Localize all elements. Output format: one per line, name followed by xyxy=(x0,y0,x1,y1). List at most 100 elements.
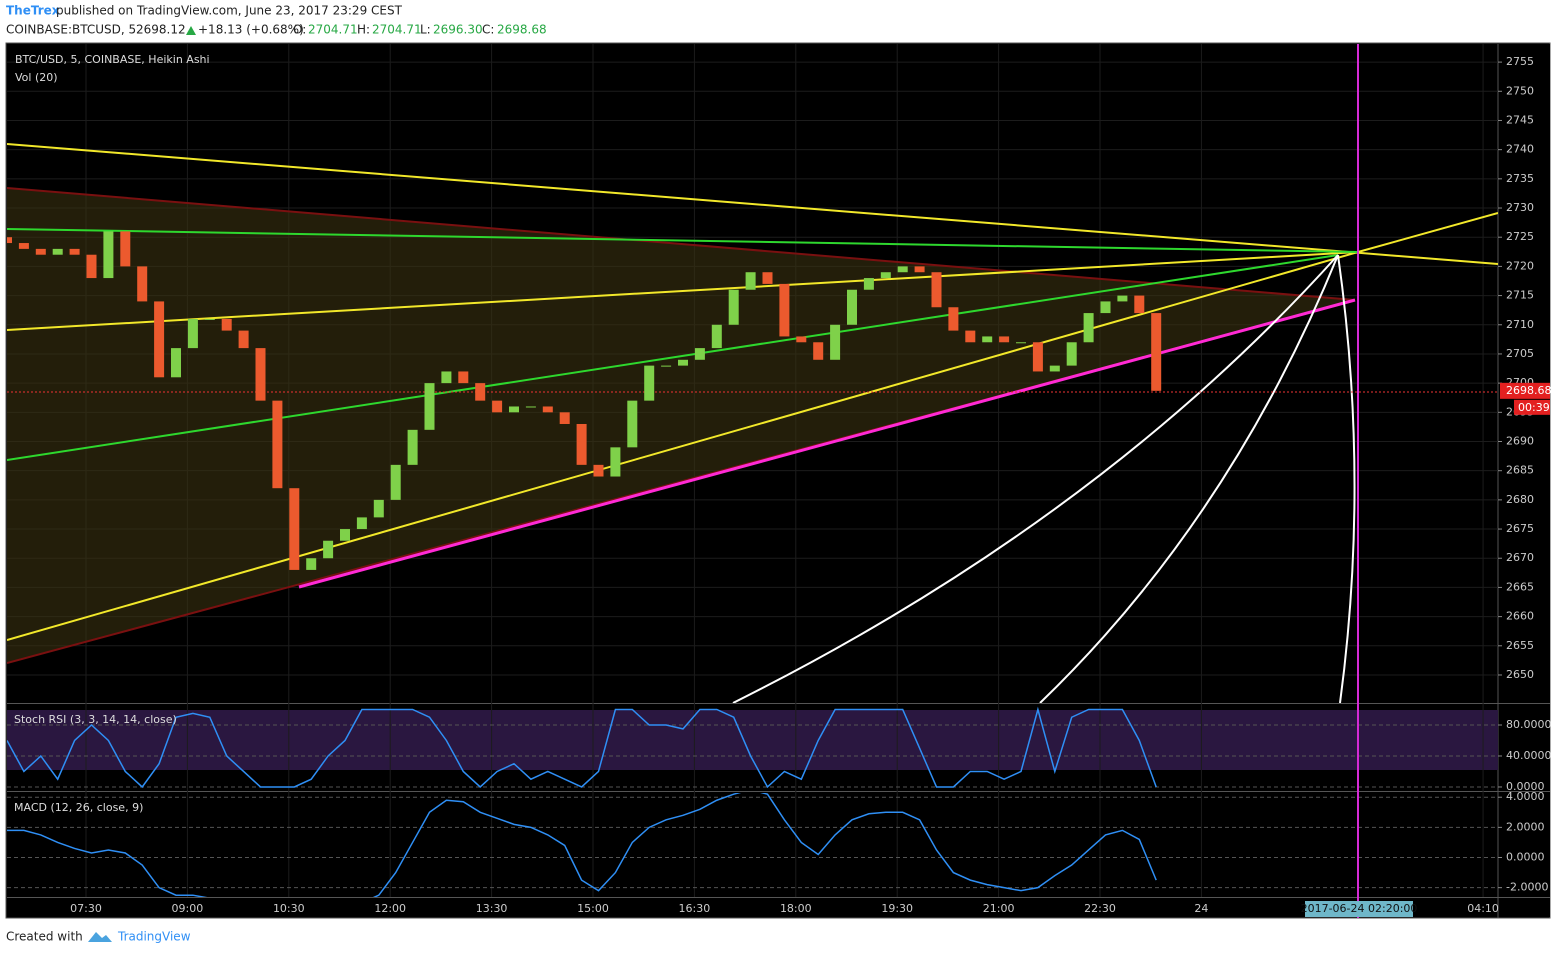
y-tick-label: 2725 xyxy=(1506,230,1534,243)
y-tick-label: 2750 xyxy=(1506,84,1534,97)
fib-arc xyxy=(1337,254,1356,703)
candle xyxy=(694,348,705,360)
candle xyxy=(137,266,148,302)
y-tick-label: 2715 xyxy=(1506,289,1534,302)
l-label: L: xyxy=(420,23,431,37)
indicator-line xyxy=(7,706,1157,789)
y-tick-label: 2705 xyxy=(1506,347,1534,360)
legend-macd: MACD (12, 26, close, 9) xyxy=(14,801,143,814)
change: +18.13 (+0.68%) xyxy=(198,23,304,37)
x-tick-label: 10:30 xyxy=(273,902,305,915)
candle xyxy=(1016,342,1026,344)
drawings xyxy=(7,143,1498,703)
candle xyxy=(627,400,638,448)
price-label: 2698.68 xyxy=(1506,384,1552,397)
y-tick-label: 40.0000 xyxy=(1506,749,1552,762)
y-tick-label: 2720 xyxy=(1506,259,1534,272)
candle xyxy=(441,371,452,384)
brand[interactable]: TradingView xyxy=(117,930,191,944)
y-tick-label: 2755 xyxy=(1506,55,1534,68)
candle xyxy=(745,272,756,290)
candle xyxy=(610,447,621,477)
y-tick-label: 4.0000 xyxy=(1506,790,1545,803)
candle xyxy=(661,365,672,367)
l: 2696.30 xyxy=(433,23,483,37)
indicator-line xyxy=(7,793,1157,897)
trendline xyxy=(7,143,1498,265)
trendline xyxy=(7,251,1359,641)
candle xyxy=(796,336,807,343)
candle xyxy=(1151,313,1162,391)
y-tick-label: 2655 xyxy=(1506,639,1534,652)
candle xyxy=(965,330,976,343)
y-tick-label: 2745 xyxy=(1506,113,1534,126)
candle xyxy=(914,266,925,273)
y-tick-label: 2730 xyxy=(1506,201,1534,214)
candle xyxy=(289,488,300,570)
x-tick-label: 09:00 xyxy=(172,902,204,915)
candle xyxy=(644,365,655,401)
candle xyxy=(306,558,317,570)
y-tick-label: 2735 xyxy=(1506,172,1534,185)
candle xyxy=(880,272,891,279)
candle xyxy=(238,330,249,349)
trendline xyxy=(7,228,1359,253)
y-tick-label: 2690 xyxy=(1506,435,1534,448)
candle xyxy=(559,412,570,424)
x-tick-label: 12:00 xyxy=(374,902,406,915)
candle xyxy=(1066,342,1077,366)
candle xyxy=(1032,342,1043,372)
price-box xyxy=(1500,382,1550,399)
candle xyxy=(728,289,739,325)
candle xyxy=(373,499,384,518)
candle xyxy=(576,423,587,465)
candle xyxy=(509,406,519,413)
candle xyxy=(103,231,114,279)
candle xyxy=(982,336,993,343)
candle xyxy=(1100,301,1111,314)
candle xyxy=(678,359,688,366)
y-tick-label: 2685 xyxy=(1506,464,1534,477)
candle xyxy=(356,517,367,530)
candle xyxy=(1083,313,1094,343)
y-tick-label: 2675 xyxy=(1506,522,1534,535)
candle xyxy=(711,324,722,349)
candle xyxy=(1134,295,1145,314)
series xyxy=(7,706,1157,789)
c-label: C: xyxy=(482,23,494,37)
series xyxy=(7,231,1162,570)
trendline xyxy=(7,254,1339,461)
candle xyxy=(931,272,942,308)
candle xyxy=(154,301,165,378)
x-tick-label: 21:00 xyxy=(983,902,1015,915)
candle xyxy=(897,266,908,273)
candle xyxy=(323,540,334,559)
candle xyxy=(272,400,283,489)
candle xyxy=(187,318,198,349)
x-tick-label: 19:30 xyxy=(881,902,913,915)
candle xyxy=(847,289,857,325)
h-label: H: xyxy=(357,23,370,37)
cursor-time-box xyxy=(1305,901,1413,917)
candle xyxy=(69,248,80,255)
o-label: O: xyxy=(293,23,306,37)
candle xyxy=(18,243,29,249)
price: 2698.12 xyxy=(136,23,186,37)
o: 2704.71 xyxy=(308,23,358,37)
candle xyxy=(424,383,435,430)
candle xyxy=(204,318,215,320)
price-axis xyxy=(1498,44,1550,917)
candle xyxy=(999,336,1010,343)
series xyxy=(7,793,1157,897)
logo xyxy=(88,932,112,942)
x-tick-label: 04:10 xyxy=(1467,902,1499,915)
y-tick-label: 2.0000 xyxy=(1506,820,1545,833)
candle xyxy=(863,278,874,290)
candle xyxy=(475,383,486,401)
candle xyxy=(458,371,469,384)
candle xyxy=(407,429,418,465)
candle xyxy=(525,406,536,408)
x-tick-label: 13:30 xyxy=(476,902,508,915)
author: TheTrex xyxy=(6,4,60,18)
